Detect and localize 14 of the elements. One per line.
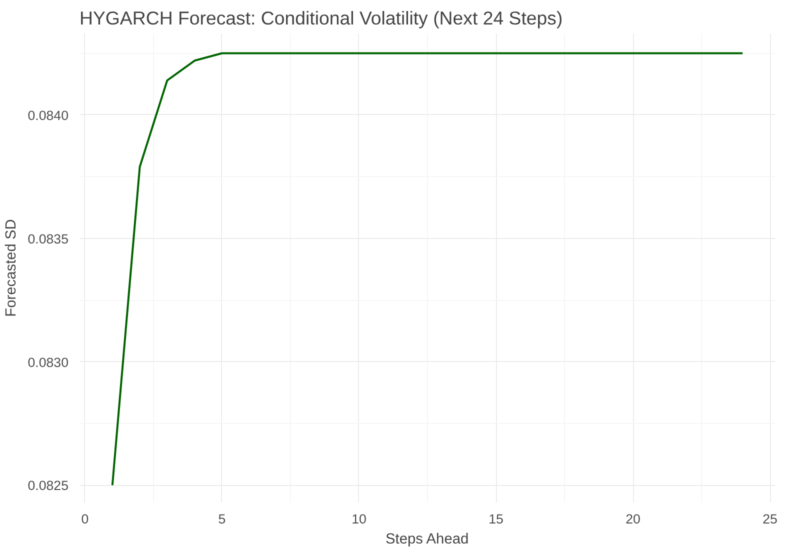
y-tick-label: 0.0835 — [28, 231, 68, 246]
line-series — [111, 52, 744, 486]
y-tick-label: 0.0825 — [28, 478, 68, 494]
x-tick-label: 25 — [762, 512, 778, 526]
chart-title: HYGARCH Forecast: Conditional Volatility (Next 24 Steps) — [80, 8, 563, 28]
x-tick-label: 0 — [81, 512, 89, 526]
y-tick-label: 0.0840 — [28, 108, 68, 123]
y-tick-label: 0.0830 — [28, 354, 68, 370]
y-axis-title: Forecasted SD — [4, 219, 20, 317]
x-tick-label: 5 — [218, 512, 226, 526]
x-tick-label: 15 — [488, 512, 504, 526]
x-axis-title: Steps Ahead — [386, 532, 469, 548]
x-tick-label: 20 — [626, 512, 640, 526]
x-tick-label: 10 — [352, 512, 366, 526]
